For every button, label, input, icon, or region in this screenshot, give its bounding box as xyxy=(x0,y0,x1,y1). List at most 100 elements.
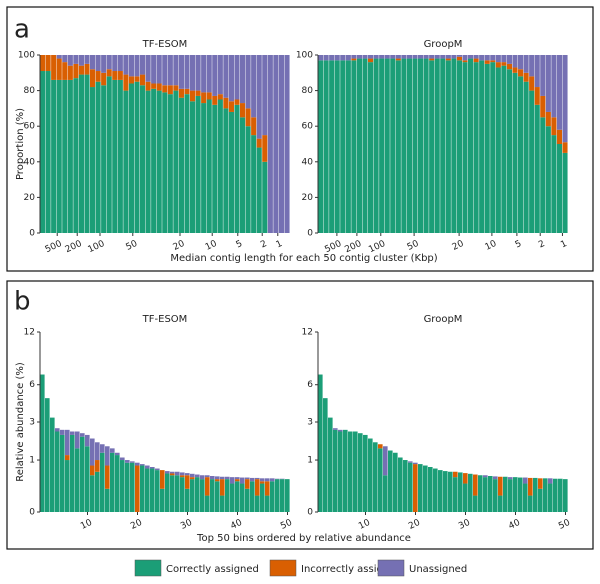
bar-segment xyxy=(240,483,245,512)
bar-segment xyxy=(353,431,358,512)
x-tick-label: 20 xyxy=(451,239,466,253)
bar-segment xyxy=(543,478,548,512)
bar-segment xyxy=(318,55,324,61)
y-tick-label: 1 xyxy=(307,456,313,466)
bar-segment xyxy=(348,431,353,512)
bar-segment xyxy=(105,446,110,466)
bar-segment xyxy=(528,495,533,512)
bar-segment xyxy=(190,479,195,512)
bar-segment xyxy=(434,58,440,234)
bar-segment xyxy=(456,60,462,234)
bar-segment xyxy=(379,55,385,59)
bar-segment xyxy=(228,111,234,233)
bar-segment xyxy=(368,58,374,63)
legend: Correctly assigned Incorrectly assigned Un… xyxy=(134,559,467,577)
bar-segment xyxy=(378,444,383,449)
y-tick-label: 60 xyxy=(24,122,36,132)
bar-segment xyxy=(251,135,257,233)
x-tick-label: 2 xyxy=(537,239,546,250)
bar-segment xyxy=(50,417,55,512)
y-tick-label: 6 xyxy=(29,380,35,390)
bar-segment xyxy=(195,474,200,478)
bar-segment xyxy=(206,55,212,93)
bar-segment xyxy=(128,83,134,233)
bar-segment xyxy=(105,488,110,512)
bar-segment xyxy=(90,475,95,512)
bar-segment xyxy=(165,473,170,512)
bar-segment xyxy=(418,464,423,512)
bar-segment xyxy=(545,126,551,233)
y-tick-label: 80 xyxy=(302,86,314,96)
bar-segment xyxy=(412,55,418,59)
bar-segment xyxy=(423,55,429,59)
bar-segment xyxy=(453,477,458,512)
bar-segment xyxy=(413,462,418,465)
x-tick-label: 50 xyxy=(406,239,421,253)
bar-segment xyxy=(508,479,513,512)
bar-segment xyxy=(373,58,379,234)
bar-segment xyxy=(453,471,458,478)
bar-segment xyxy=(65,429,70,456)
bar-segment xyxy=(388,450,393,512)
bar-segment xyxy=(250,477,255,482)
bar-segment xyxy=(255,479,260,496)
bar-segment xyxy=(428,467,433,512)
legend-swatch xyxy=(134,559,162,577)
bar-segment xyxy=(51,55,57,80)
bar-segment xyxy=(145,465,150,469)
bar-segment xyxy=(210,479,215,512)
bar-segment xyxy=(518,76,524,233)
y-tick-label: 12 xyxy=(302,328,313,338)
bar-segment xyxy=(256,55,262,139)
bar-segment xyxy=(384,58,390,234)
bar-segment xyxy=(562,142,568,153)
x-tick-label: 2 xyxy=(259,239,268,250)
bar-segment xyxy=(558,478,563,512)
bar-segment xyxy=(56,79,62,233)
bar-segment xyxy=(70,434,75,512)
bar-segment xyxy=(440,58,446,234)
bar-segment xyxy=(217,55,223,95)
bar-segment xyxy=(195,477,200,512)
bar-segment xyxy=(205,475,210,478)
bar-segment xyxy=(508,477,513,480)
bar-segment xyxy=(123,90,129,233)
bar-segment xyxy=(270,481,275,512)
bar-segment xyxy=(401,55,407,59)
x-tick-label: 200 xyxy=(64,239,84,255)
bar-segment xyxy=(433,468,438,512)
bar-segment xyxy=(463,483,468,512)
bar-segment xyxy=(170,473,175,476)
bar-segment xyxy=(462,60,468,63)
bar-segment xyxy=(318,374,323,512)
bar-segment xyxy=(445,58,451,61)
bar-segment xyxy=(245,488,250,512)
bar-segment xyxy=(117,79,123,233)
bar-segment xyxy=(180,472,185,476)
bar-segment xyxy=(523,55,529,73)
bar-segment xyxy=(223,108,229,233)
bar-segment xyxy=(234,104,240,233)
bar-segment xyxy=(145,55,151,82)
bar-segment xyxy=(473,474,478,496)
bar-segment xyxy=(95,71,101,82)
bar-segment xyxy=(265,478,270,482)
bar-segment xyxy=(165,471,170,474)
bar-segment xyxy=(112,71,118,80)
bar-segment xyxy=(134,81,140,233)
bar-segment xyxy=(106,76,112,233)
bar-segment xyxy=(210,476,215,480)
chart-title: GroopM xyxy=(424,314,463,325)
x-axis-label: Median contig length for each 50 contig … xyxy=(170,253,437,264)
bar-segment xyxy=(201,55,207,93)
y-tick-label: 40 xyxy=(302,157,314,167)
bar-segment xyxy=(140,85,146,233)
bar-segment xyxy=(90,69,96,88)
bar-segment xyxy=(65,455,70,461)
bar-segment xyxy=(217,94,223,100)
bar-segment xyxy=(260,478,265,482)
bar-segment xyxy=(162,55,168,86)
bar-segment xyxy=(215,479,220,482)
bar-segment xyxy=(368,55,374,59)
bar-segment xyxy=(135,462,140,466)
